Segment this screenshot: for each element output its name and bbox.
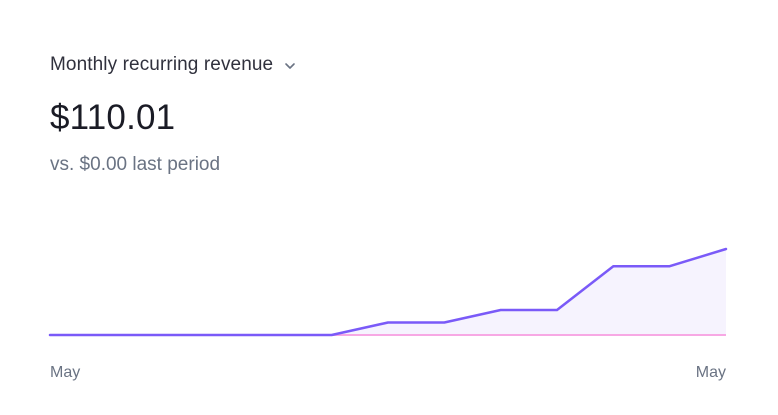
- metric-selector[interactable]: Monthly recurring revenue: [50, 54, 297, 76]
- chart-plot-area: [48, 247, 728, 337]
- x-axis-tick-label: May: [50, 364, 80, 381]
- comparison-text: vs. $0.00 last period: [50, 154, 221, 175]
- current-series-area: [50, 249, 726, 335]
- metric-title: Monthly recurring revenue: [50, 54, 274, 75]
- chevron-down-icon: [285, 63, 296, 69]
- x-axis-tick-label: May: [696, 364, 726, 381]
- current-series-line: [48, 247, 728, 337]
- metric-value: $110.01: [50, 98, 176, 137]
